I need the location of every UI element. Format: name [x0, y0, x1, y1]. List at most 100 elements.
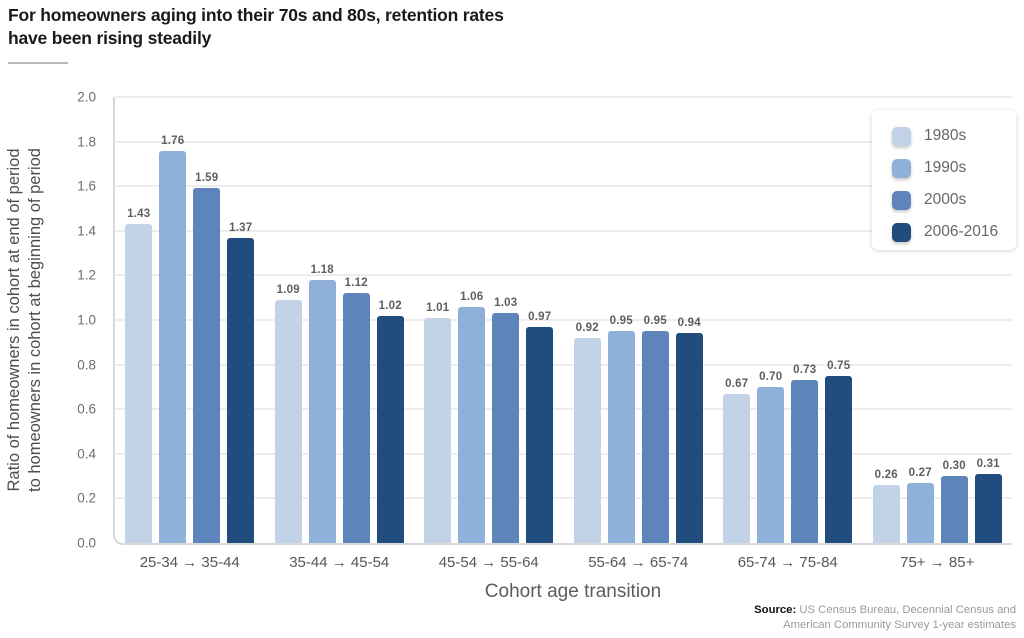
bar-value-label: 0.26 — [874, 469, 898, 482]
bar-column: 1.18 — [308, 97, 336, 543]
bar — [193, 188, 221, 543]
category-label: 55-64 → 65-74 — [588, 554, 689, 571]
bar — [974, 473, 1002, 543]
bar — [641, 331, 669, 543]
bar-value-label: 1.03 — [494, 297, 518, 310]
bar-value-label: 0.70 — [759, 370, 783, 383]
bar-column: 0.26 — [872, 97, 900, 543]
source-label: Source: — [754, 604, 797, 616]
y-tick-label: 0.6 — [77, 401, 96, 417]
category-label: 45-54 → 55-64 — [438, 554, 539, 571]
bar-value-label: 0.95 — [643, 315, 667, 328]
bar — [342, 293, 370, 543]
y-tick-label: 1.6 — [77, 178, 96, 194]
y-tick-label: 1.8 — [77, 134, 96, 150]
bar-column: 1.43 — [125, 97, 153, 543]
y-tick-label: 0.8 — [77, 357, 96, 373]
source-text-line2: American Community Survey 1-year estimat… — [783, 619, 1016, 631]
bar — [825, 375, 853, 543]
gridline — [115, 497, 1012, 500]
bar-value-label: 0.31 — [976, 457, 1000, 470]
source-line1: Source: US Census Bureau, Decennial Cens… — [754, 603, 1016, 618]
bar-column: 0.70 — [757, 97, 785, 543]
bar — [125, 224, 153, 543]
gridline — [115, 229, 1012, 232]
bar-column: 0.31 — [974, 97, 1002, 543]
bar-value-label: 0.95 — [609, 315, 633, 328]
legend-item: 1980s — [892, 126, 1016, 146]
bar-column: 0.27 — [906, 97, 934, 543]
bar — [940, 476, 968, 543]
bar-group: 1.09 1.18 1.12 1.02 35-44 → 45-54 — [265, 97, 415, 571]
bar — [757, 386, 785, 543]
bar-value-label: 0.30 — [942, 460, 966, 473]
gridline — [115, 408, 1012, 411]
bar-cluster: 1.01 1.06 1.03 0.97 — [424, 97, 554, 543]
bar-column: 0.92 — [573, 97, 601, 543]
bar — [274, 299, 302, 543]
bar-column: 1.06 — [458, 97, 486, 543]
legend-swatch — [892, 190, 911, 210]
y-tick-label: 0.4 — [77, 446, 96, 462]
bar — [159, 150, 187, 543]
bar-column: 0.75 — [825, 97, 853, 543]
gridline — [115, 96, 1012, 98]
bar-cluster: 0.26 0.27 0.30 0.31 — [872, 97, 1002, 543]
bar-column: 1.01 — [424, 97, 452, 543]
bar-value-label: 1.09 — [276, 283, 300, 296]
title-divider — [8, 62, 68, 64]
bar-value-label: 1.02 — [378, 299, 402, 312]
plot-area: 1.43 1.76 1.59 1.37 25-34 → 35-44 1.09 1.18 1.1… — [113, 96, 1012, 571]
bar-column: 0.95 — [641, 97, 669, 543]
bar — [906, 482, 934, 543]
category-label: 25-34 → 35-44 — [139, 554, 240, 571]
bar-column: 1.76 — [159, 97, 187, 543]
category-label: 65-74 → 75-84 — [737, 554, 838, 571]
bar — [376, 315, 404, 543]
source-text-line1: US Census Bureau, Decennial Census and — [799, 604, 1016, 616]
bar — [791, 380, 819, 543]
bar-value-label: 1.01 — [426, 301, 450, 314]
legend-item: 2006-2016 — [892, 222, 1016, 242]
bar-value-label: 1.37 — [229, 221, 253, 234]
y-tick-label: 1.0 — [77, 312, 96, 328]
chart-title-line1: For homeowners aging into their 70s and … — [8, 5, 504, 25]
bar-cluster: 0.67 0.70 0.73 0.75 — [723, 97, 853, 543]
bar-value-label: 0.97 — [528, 310, 552, 323]
bar-column: 1.03 — [492, 97, 520, 543]
bar-column: 0.97 — [526, 97, 554, 543]
y-tick-label: 0.0 — [77, 535, 96, 551]
bar-column: 1.09 — [274, 97, 302, 543]
bar-value-label: 1.59 — [195, 172, 219, 185]
bar — [227, 237, 255, 543]
bar-value-label: 1.43 — [127, 208, 151, 221]
bar-group: 1.01 1.06 1.03 0.97 45-54 → 55-64 — [414, 97, 564, 571]
legend-swatch — [892, 222, 911, 242]
y-tick-label: 1.2 — [77, 267, 96, 283]
bar-value-label: 1.12 — [344, 277, 368, 290]
y-tick-label: 1.4 — [77, 223, 96, 239]
bar-column: 0.67 — [723, 97, 751, 543]
bar — [424, 317, 452, 543]
bar — [458, 306, 486, 543]
bar-column: 0.73 — [791, 97, 819, 543]
bar-value-label: 1.06 — [460, 290, 484, 303]
bar — [872, 485, 900, 543]
category-label: 35-44 → 45-54 — [289, 554, 390, 571]
bar-groups: 1.43 1.76 1.59 1.37 25-34 → 35-44 1.09 1.18 1.1… — [115, 97, 1012, 571]
bar-value-label: 0.27 — [908, 466, 932, 479]
gridline — [115, 185, 1012, 188]
bar — [675, 333, 703, 543]
x-axis-title: Cohort age transition — [484, 581, 662, 602]
bar-column: 0.94 — [675, 97, 703, 543]
bar-column: 1.12 — [342, 97, 370, 543]
bar — [308, 279, 336, 543]
bar-column: 1.02 — [376, 97, 404, 543]
bar-group: 1.43 1.76 1.59 1.37 25-34 → 35-44 — [115, 97, 265, 571]
legend-label: 1980s — [924, 127, 967, 144]
bar — [526, 326, 554, 543]
bar-value-label: 0.94 — [677, 317, 701, 330]
bar — [573, 337, 601, 543]
y-axis-label-line1: Ratio of homeowners in cohort at end of … — [5, 148, 23, 492]
y-tick-label: 2.0 — [77, 89, 96, 105]
